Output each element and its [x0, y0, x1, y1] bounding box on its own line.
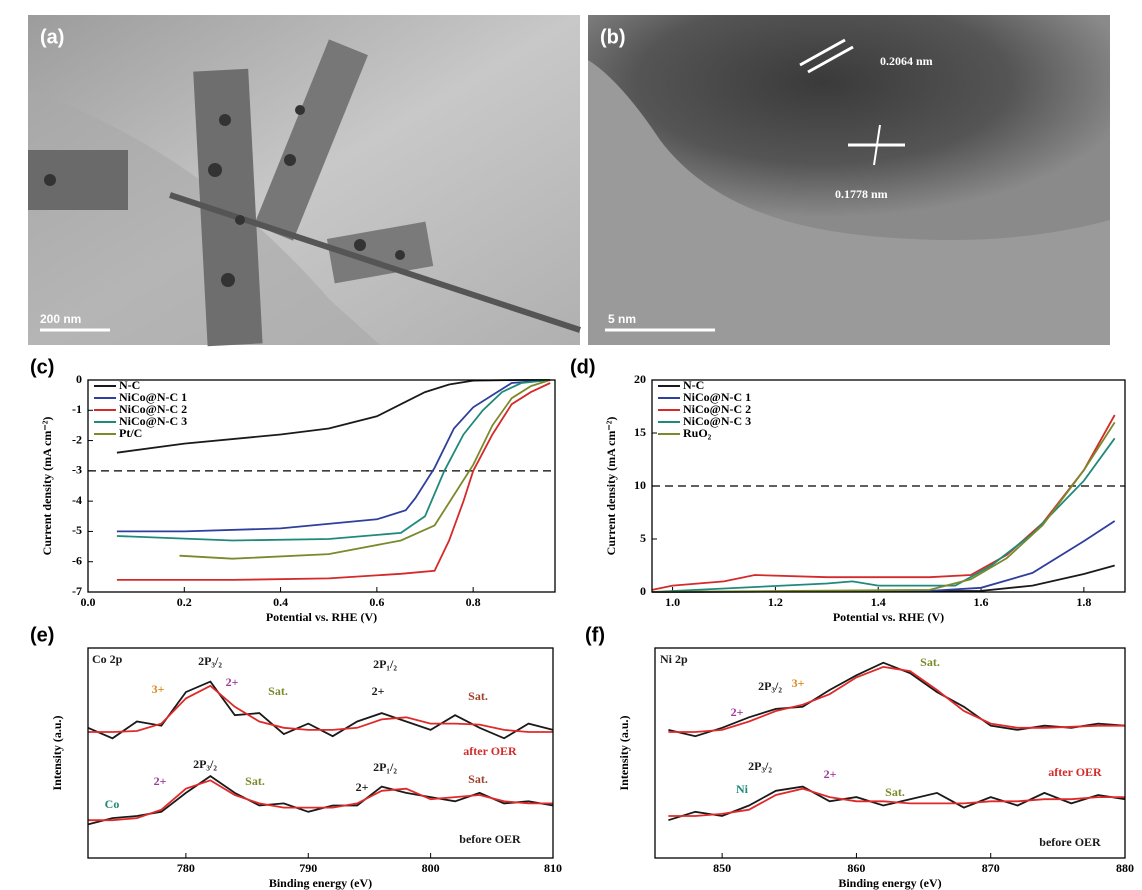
annotation: before OER	[459, 832, 521, 846]
scale-bar-label: 5 nm	[608, 312, 636, 326]
x-axis-label: Potential vs. RHE (V)	[833, 610, 944, 624]
panel-label: (b)	[600, 26, 626, 48]
y-tick-label: 0	[640, 584, 646, 598]
panel-label: (e)	[30, 624, 54, 646]
panel-label: (a)	[40, 26, 64, 48]
x-tick-label: 1.8	[1076, 595, 1091, 609]
annotation: Co	[105, 797, 120, 811]
y-tick-label: 15	[634, 425, 646, 439]
annotation: after OER	[463, 744, 517, 758]
x-tick-label: 0.0	[81, 595, 96, 609]
x-tick-label: 850	[713, 861, 731, 875]
y-tick-label: -2	[72, 432, 82, 446]
x-tick-label: 1.0	[665, 595, 680, 609]
annotation: 2+	[154, 774, 167, 788]
y-tick-label: 0	[76, 372, 82, 386]
annotation: 2P₃/₂	[198, 654, 222, 668]
annotation: Sat.	[885, 785, 905, 799]
y-axis-label: Current density (mA cm⁻²)	[604, 417, 618, 556]
annotation: Ni	[736, 782, 749, 796]
x-tick-label: 860	[847, 861, 865, 875]
annotation: Sat.	[245, 774, 265, 788]
y-tick-label: 20	[634, 372, 646, 386]
annotation: Sat.	[468, 772, 488, 786]
tem-image-a: (a) 200 nm	[28, 15, 580, 346]
annotation: Sat.	[268, 684, 288, 698]
legend-label: RuO₂	[683, 426, 712, 440]
panel-label: (d)	[570, 356, 596, 378]
x-tick-label: 0.6	[369, 595, 384, 609]
y-tick-label: 5	[640, 531, 646, 545]
y-tick-label: -6	[72, 553, 82, 567]
series-line	[652, 438, 1115, 592]
y-axis-label: Intensity (a.u.)	[617, 715, 631, 790]
y-tick-label: -1	[72, 402, 82, 416]
annotation: before OER	[1039, 835, 1101, 849]
panel-label: (f)	[585, 624, 605, 646]
x-tick-label: 0.8	[466, 595, 481, 609]
annotation: 2P₁/₂	[373, 760, 397, 774]
annotation: after OER	[1048, 765, 1102, 779]
x-tick-label: 0.2	[177, 595, 192, 609]
panel-label: (c)	[30, 356, 54, 378]
annotation: 2+	[824, 767, 837, 781]
annotation: 2P₃/₂	[193, 757, 217, 771]
x-axis-label: Potential vs. RHE (V)	[266, 610, 377, 624]
x-tick-label: 780	[177, 861, 195, 875]
x-tick-label: 880	[1116, 861, 1134, 875]
annotation: 2+	[731, 705, 744, 719]
annotation: 2+	[356, 780, 369, 794]
annotation: 3+	[152, 682, 165, 696]
y-axis-label: Current density (mA cm⁻²)	[40, 417, 54, 556]
annotation: 2+	[372, 684, 385, 698]
x-tick-label: 0.4	[273, 595, 288, 609]
annotation: 3+	[792, 676, 805, 690]
plot-frame	[655, 648, 1125, 858]
annotation: 2P₃/₂	[748, 759, 772, 773]
lattice-spacing: 0.2064 nm	[880, 54, 933, 68]
x-axis-label: Binding energy (eV)	[838, 876, 941, 890]
legend-label: Pt/C	[119, 426, 142, 440]
figure: (a) 200 nm (b) 5 nm 0.2064 nm 0.1778 nm …	[0, 0, 1142, 890]
annotation: Ni 2p	[660, 652, 688, 666]
annotation: 2P₃/₂	[758, 679, 782, 693]
series-line	[652, 422, 1115, 592]
scale-bar-label: 200 nm	[40, 312, 81, 326]
x-axis-label: Binding energy (eV)	[269, 876, 372, 890]
x-tick-label: 810	[544, 861, 562, 875]
series-line	[652, 415, 1115, 590]
y-tick-label: 10	[634, 478, 646, 492]
series-line	[180, 380, 551, 559]
lattice-spacing: 0.1778 nm	[835, 187, 888, 201]
annotation: 2P₁/₂	[373, 657, 397, 671]
x-tick-label: 800	[422, 861, 440, 875]
x-tick-label: 790	[299, 861, 317, 875]
annotation: Sat.	[468, 689, 488, 703]
x-tick-label: 1.2	[768, 595, 783, 609]
annotation: Sat.	[920, 655, 940, 669]
annotation: Co 2p	[92, 652, 123, 666]
annotation: 2+	[226, 675, 239, 689]
hrtem-image-b: (b) 5 nm 0.2064 nm 0.1778 nm	[588, 15, 1110, 345]
y-tick-label: -5	[72, 523, 82, 537]
y-tick-label: -4	[72, 493, 82, 507]
y-tick-label: -7	[72, 584, 82, 598]
x-tick-label: 870	[982, 861, 1000, 875]
x-tick-label: 1.4	[871, 595, 886, 609]
x-tick-label: 1.6	[974, 595, 989, 609]
y-tick-label: -3	[72, 463, 82, 477]
y-axis-label: Intensity (a.u.)	[50, 715, 64, 790]
